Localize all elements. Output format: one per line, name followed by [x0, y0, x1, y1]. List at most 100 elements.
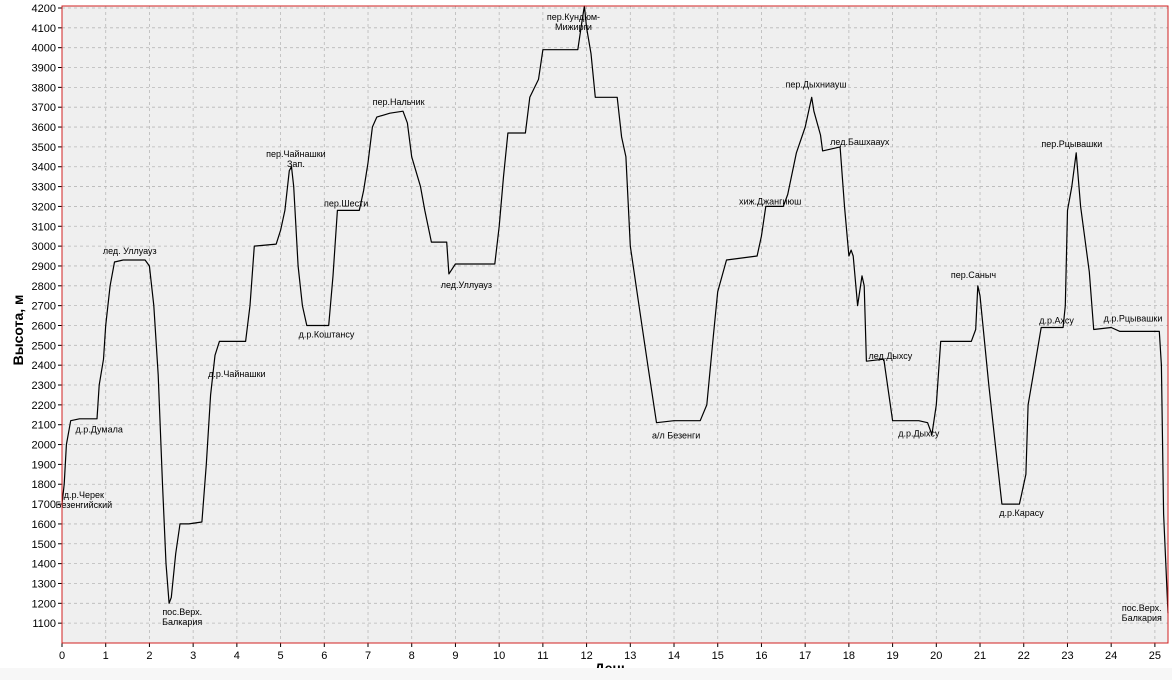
x-tick-label: 23: [1061, 650, 1073, 662]
annotation-line: пер.Дыхниауш: [786, 79, 847, 89]
annotation-label: лед.Уллуауз: [441, 280, 492, 290]
y-tick-label: 1900: [32, 459, 56, 471]
x-tick-label: 11: [537, 650, 548, 662]
x-tick-label: 18: [843, 650, 855, 662]
y-tick-label: 2700: [32, 301, 56, 313]
annotation-line: пос.Верх.: [162, 607, 202, 617]
y-tick-label: 2600: [32, 320, 56, 332]
x-tick-label: 8: [409, 650, 415, 662]
y-tick-label: 1300: [32, 578, 56, 590]
x-tick-label: 12: [580, 650, 592, 662]
annotation-line: Балкария: [1122, 613, 1162, 623]
annotation-label: лед.Дыхсу: [869, 351, 913, 361]
annotation-line: д.р.Карасу: [999, 508, 1044, 518]
annotation-line: пер.Шести: [324, 198, 368, 208]
x-tick-label: 9: [452, 650, 458, 662]
annotation-line: пер.Рцывашки: [1041, 139, 1102, 149]
annotation-label: лед.Башхааух: [830, 137, 890, 147]
y-tick-label: 1700: [32, 499, 56, 511]
x-tick-label: 19: [886, 650, 898, 662]
annotation-label: д.р.Думала: [75, 425, 122, 435]
y-tick-label: 2000: [32, 440, 56, 452]
annotation-label: пер.Чайнашки Зап.: [266, 149, 326, 169]
y-tick-label: 4100: [32, 23, 56, 35]
annotation-line: д.р.Черек: [64, 490, 104, 500]
annotation-label: лед. Уллуауз: [103, 246, 157, 256]
x-tick-label: 13: [624, 650, 636, 662]
annotation-label: пер.Шести: [324, 198, 368, 208]
x-tick-label: 5: [278, 650, 284, 662]
x-tick-label: 7: [365, 650, 371, 662]
annotation-line: д.р.Думала: [75, 425, 122, 435]
annotation-label: пер.Рцывашки: [1041, 139, 1102, 149]
y-tick-label: 3400: [32, 162, 56, 174]
y-tick-label: 2100: [32, 420, 56, 432]
annotation-line: д.р.Дыхсу: [898, 429, 940, 439]
elevation-series: [61, 5, 1169, 614]
x-tick-label: 22: [1018, 650, 1030, 662]
annotation-label: пер.Нальчик: [373, 97, 425, 107]
y-tick-label: 1500: [32, 539, 56, 551]
annotation-line: д.р.Рцывашки: [1104, 314, 1163, 324]
x-tick-label: 6: [321, 650, 327, 662]
annotation-label: д.р.Черек Безенгийский: [56, 490, 113, 510]
annotation-line: лед.Уллуауз: [441, 280, 492, 290]
y-tick-label: 4000: [32, 43, 56, 55]
y-tick-label: 2900: [32, 261, 56, 273]
y-axis-ticks: 1100 1200 1300 1400 1500 1600 1700 1800 1900 2000…: [32, 3, 62, 630]
y-tick-label: 3800: [32, 82, 56, 94]
annotation-label: д.р.Рцывашки: [1104, 314, 1163, 324]
annotation-line: Зап.: [287, 159, 305, 169]
x-tick-label: 10: [493, 650, 505, 662]
y-tick-label: 3900: [32, 63, 56, 75]
annotation-label: пос.Верх. Балкария: [1122, 603, 1162, 623]
y-tick-label: 2400: [32, 360, 56, 372]
y-tick-label: 3500: [32, 142, 56, 154]
annotation-line: Безенгийский: [56, 500, 113, 510]
annotation-label: а/л Безенги: [652, 431, 700, 441]
x-tick-label: 1: [103, 650, 109, 662]
plot-area: [62, 6, 1168, 643]
annotation-line: хиж.Джангиюш: [739, 196, 801, 206]
annotation-line: а/л Безенги: [652, 431, 700, 441]
y-tick-label: 3700: [32, 102, 56, 114]
y-tick-label: 3200: [32, 201, 56, 213]
annotation-label: д.р.Ахсу: [1039, 316, 1074, 326]
plot-border: [61, 5, 1169, 644]
y-tick-label: 3000: [32, 241, 56, 253]
elevation-line: [61, 5, 1169, 614]
x-tick-label: 2: [146, 650, 152, 662]
x-tick-label: 4: [234, 650, 240, 662]
plot-background: [62, 6, 1168, 643]
annotation-label: хиж.Джангиюш: [739, 196, 801, 206]
y-tick-label: 1400: [32, 559, 56, 571]
annotation-line: Мижирги: [555, 22, 592, 32]
x-tick-label: 0: [59, 650, 65, 662]
y-tick-label: 2300: [32, 380, 56, 392]
x-tick-label: 15: [712, 650, 724, 662]
x-tick-label: 21: [974, 650, 986, 662]
annotation-label: д.р.Дыхсу: [898, 429, 940, 439]
annotation-line: лед. Уллуауз: [103, 246, 157, 256]
annotation-line: лед.Башхааух: [830, 137, 890, 147]
plot-frame: [61, 5, 1169, 644]
annotation-line: д.р.Чайнашки: [208, 369, 265, 379]
x-tick-label: 25: [1149, 650, 1161, 662]
x-tick-label: 14: [668, 650, 680, 662]
x-tick-label: 24: [1105, 650, 1117, 662]
annotations: д.р.Черек Безенгийский д.р.Думала лед. Уллу…: [56, 12, 1163, 627]
y-tick-label: 1800: [32, 479, 56, 491]
y-tick-label: 2500: [32, 340, 56, 352]
annotation-label: пер.Кундюм-Мижирги: [547, 12, 600, 32]
x-tick-label: 17: [799, 650, 811, 662]
annotation-line: Балкария: [162, 617, 202, 627]
y-tick-label: 3600: [32, 122, 56, 134]
annotation-line: пер.Саныч: [951, 270, 996, 280]
annotation-line: пос.Верх.: [1122, 603, 1162, 613]
annotation-line: пер.Чайнашки: [266, 149, 326, 159]
y-tick-label: 1600: [32, 519, 56, 531]
y-tick-label: 3300: [32, 182, 56, 194]
bottom-status-strip: [0, 668, 1172, 680]
